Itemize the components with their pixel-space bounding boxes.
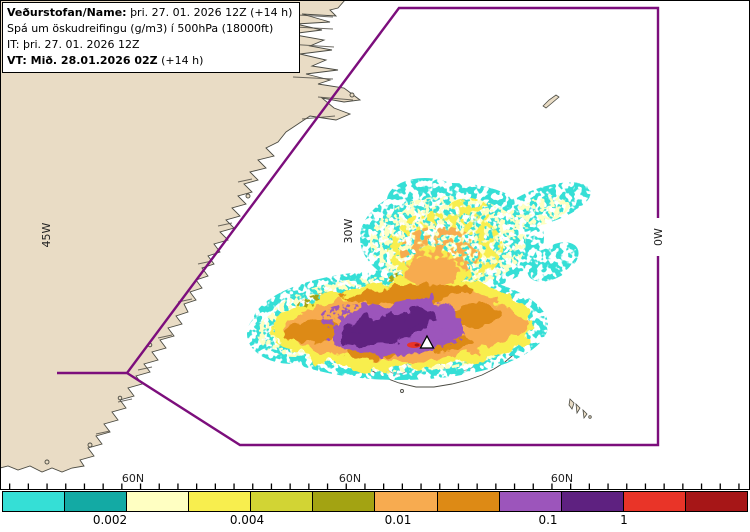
issuer-label: Veðurstofan/Name: — [7, 6, 127, 19]
legend-swatch — [3, 492, 66, 511]
issue-datetime: þri. 27. 01. 2026 12Z (+14 h) — [130, 6, 293, 19]
parallel-label-60n-1: 60N — [122, 472, 144, 485]
legend-swatch — [313, 492, 376, 511]
coastal-island — [44, 459, 50, 465]
greenland-landmass — [0, 0, 362, 473]
coastal-island — [117, 395, 123, 401]
valid-time-offset: (+14 h) — [161, 54, 204, 67]
ash-layer-darkpurple — [340, 309, 436, 347]
meridian-label-45w: 45W — [40, 222, 53, 247]
greenland-coastline — [0, 0, 362, 473]
legend-swatch — [375, 492, 438, 511]
label-knockout — [654, 218, 665, 256]
legend-swatch — [685, 492, 747, 511]
jan-mayen-island — [542, 94, 560, 109]
legend-swatch — [499, 492, 562, 511]
meridian-label-0w: 0W — [652, 228, 665, 246]
legend-swatch — [623, 492, 686, 511]
ash-red-speck — [407, 342, 421, 348]
info-line-product: Spá um öskudreifingu (g/m3) í 500hPa (18… — [7, 22, 274, 35]
info-line-it: IT: þri. 27. 01. 2026 12Z — [7, 38, 140, 51]
info-line-vt: VT: Mið. 28.01.2026 02Z (+14 h) — [7, 53, 292, 69]
coastal-island — [245, 193, 251, 199]
info-line-issuer: Veðurstofan/Name: þri. 27. 01. 2026 12Z … — [7, 5, 292, 21]
legend-swatch — [189, 492, 252, 511]
legend-swatch — [561, 492, 624, 511]
valid-time-label: VT: Mið. 28.01.2026 02Z — [7, 54, 158, 67]
legend-swatch — [65, 492, 128, 511]
legend-swatch — [127, 492, 190, 511]
legend-label-1: 0.002 — [92, 513, 128, 527]
legend-swatches — [2, 491, 748, 512]
parallel-label-60n-3: 60N — [551, 472, 573, 485]
map-canvas: 45W 30W 0W 60N 60N 60N — [0, 0, 750, 490]
coastal-island — [87, 442, 93, 448]
coastal-island — [349, 92, 355, 98]
ash-darkred-speck — [414, 343, 420, 347]
legend-label-5: 1 — [620, 513, 628, 527]
legend-label-3: 0.01 — [384, 513, 412, 527]
faroe-islands — [568, 398, 592, 420]
meridian-label-30w: 30W — [342, 218, 355, 243]
volcano-marker-icon — [419, 334, 435, 349]
legend-label-2: 0.004 — [229, 513, 265, 527]
legend-label-4: 0.1 — [538, 513, 558, 527]
parallel-label-60n-2: 60N — [339, 472, 361, 485]
legend-swatch — [251, 492, 314, 511]
area-boundary — [57, 6, 660, 447]
coastal-island — [400, 389, 404, 393]
legend-swatch — [437, 492, 500, 511]
forecast-info-box: Veðurstofan/Name: þri. 27. 01. 2026 12Z … — [2, 2, 301, 73]
